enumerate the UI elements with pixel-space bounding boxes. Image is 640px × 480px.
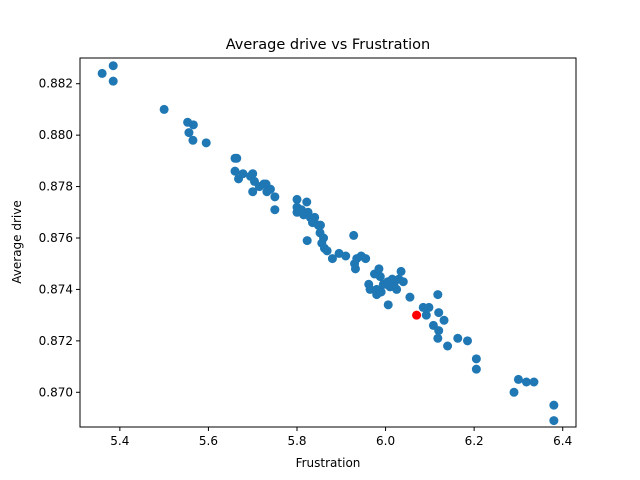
data-point [549, 416, 559, 426]
data-point [108, 76, 118, 86]
data-point [434, 308, 444, 318]
y-tick-label: 0.870 [39, 385, 73, 399]
points-layer [97, 61, 559, 426]
data-point [188, 135, 198, 145]
plot-frame [79, 57, 577, 428]
data-point [365, 284, 375, 294]
data-point [513, 374, 523, 384]
data-point [248, 169, 258, 179]
data-point [302, 236, 312, 246]
data-point [424, 302, 434, 312]
data-point [270, 205, 280, 215]
y-tick-label: 0.878 [39, 180, 73, 194]
data-point [396, 266, 406, 276]
x-tick-label: 5.4 [110, 434, 129, 448]
data-point [322, 246, 332, 256]
data-point [248, 187, 258, 197]
data-point [184, 128, 194, 138]
data-point [453, 333, 463, 343]
data-point [549, 400, 559, 410]
data-point [270, 192, 280, 202]
data-point [433, 290, 443, 300]
data-point [230, 166, 240, 176]
data-point [350, 264, 360, 274]
data-point [201, 138, 211, 148]
data-point [529, 377, 539, 387]
y-tick-label: 0.880 [39, 128, 73, 142]
data-point [188, 120, 198, 130]
data-point [433, 333, 443, 343]
data-point [463, 336, 472, 346]
data-point [108, 61, 118, 71]
chart-title: Average drive vs Frustration [226, 37, 431, 53]
data-point [159, 104, 169, 114]
data-point [341, 251, 351, 261]
y-tick-label: 0.872 [39, 334, 73, 348]
data-point [315, 220, 325, 230]
data-point [509, 387, 519, 397]
x-axis-label: Frustration [296, 456, 361, 470]
data-point [405, 292, 415, 302]
data-point [327, 254, 337, 264]
y-tick-label: 0.876 [39, 231, 73, 245]
data-point [97, 68, 107, 78]
x-tick-label: 6.4 [553, 434, 572, 448]
x-tick-label: 5.8 [287, 434, 306, 448]
data-point [361, 254, 371, 264]
data-point [375, 272, 385, 282]
y-axis-label: Average drive [10, 200, 24, 283]
data-point [421, 310, 431, 320]
data-point [262, 187, 272, 197]
data-point [232, 153, 242, 163]
data-point [374, 264, 384, 274]
x-tick-label: 5.6 [199, 434, 218, 448]
data-point [238, 169, 248, 179]
x-tick-label: 6.0 [376, 434, 395, 448]
data-point [376, 287, 386, 297]
x-tick-label: 6.2 [465, 434, 484, 448]
x-axis-ticks: 5.4 5.6 5.8 6.0 6.2 6.4 [110, 427, 572, 448]
data-point [398, 277, 408, 287]
data-point [302, 197, 312, 207]
data-point [292, 194, 302, 204]
data-point [439, 315, 449, 325]
y-tick-label: 0.874 [39, 282, 73, 296]
data-point [521, 377, 531, 387]
y-axis-ticks: 0.870 0.872 0.874 0.876 0.878 0.880 0.882 [39, 77, 80, 399]
y-tick-label: 0.882 [39, 77, 73, 91]
data-point [392, 284, 402, 294]
data-point [383, 300, 393, 310]
data-point [471, 364, 481, 374]
highlighted-data-point [412, 310, 422, 320]
data-point [443, 341, 453, 351]
data-point [471, 354, 481, 364]
data-point [349, 230, 359, 240]
data-point [434, 326, 444, 336]
